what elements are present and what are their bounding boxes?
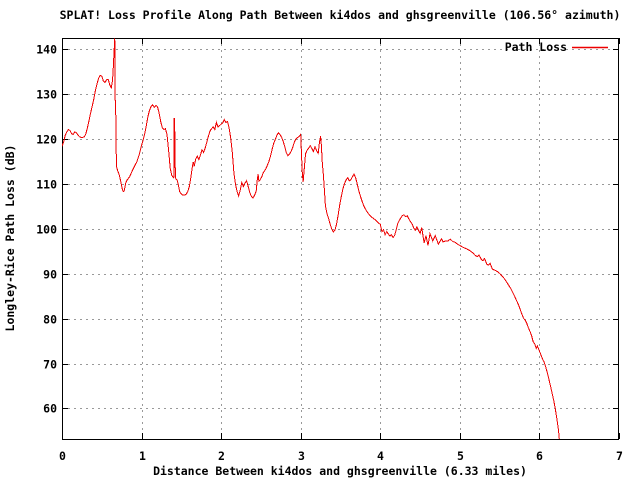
x-tick-label: 0 [59, 449, 66, 463]
axis-labels: SPLAT! Loss Profile Along Path Between k… [3, 8, 620, 478]
x-axis-title: Distance Between ki4dos and ghsgreenvill… [153, 464, 527, 478]
x-tick-label: 7 [616, 449, 623, 463]
x-tick-label: 6 [536, 449, 543, 463]
y-axis-title: Longley-Rice Path Loss (dB) [3, 145, 17, 332]
x-tick-label: 3 [298, 449, 305, 463]
x-tick-label: 2 [218, 449, 225, 463]
y-tick-label: 80 [43, 313, 57, 327]
y-tick-label: 140 [36, 43, 57, 57]
y-tick-label: 130 [36, 88, 57, 102]
data-series [62, 38, 560, 439]
x-tick-label: 4 [377, 449, 384, 463]
axis-ticks [62, 38, 620, 439]
y-tick-label: 100 [36, 223, 57, 237]
y-tick-label: 70 [43, 358, 57, 372]
path-loss-line [62, 38, 560, 439]
tick-labels: 0 1 2 3 4 5 6 7 60 70 80 90 100 110 120 130 140 [36, 43, 623, 464]
chart-title: SPLAT! Loss Profile Along Path Between k… [60, 8, 621, 22]
legend: Path Loss [505, 40, 608, 54]
x-tick-label: 5 [457, 449, 464, 463]
y-tick-label: 120 [36, 133, 57, 147]
plot-border [62, 38, 619, 440]
y-tick-label: 90 [43, 268, 57, 282]
y-tick-label: 110 [36, 178, 57, 192]
y-tick-label: 60 [43, 402, 57, 416]
x-tick-label: 1 [139, 449, 146, 463]
gridlines [62, 38, 619, 439]
legend-label: Path Loss [505, 40, 567, 54]
